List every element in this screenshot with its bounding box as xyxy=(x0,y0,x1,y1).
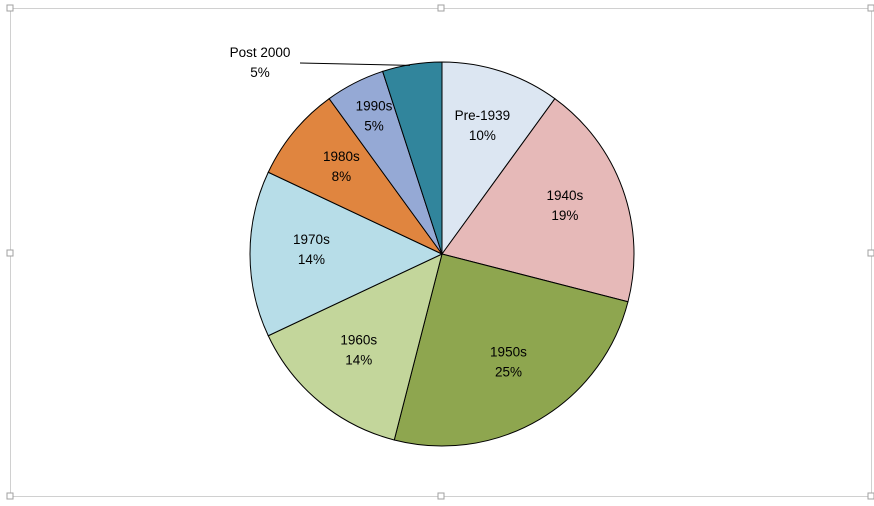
data-label-category: Pre-1939 xyxy=(455,108,511,123)
data-label-value: 19% xyxy=(551,208,578,223)
data-label: Pre-1939 10% xyxy=(455,108,511,143)
data-label: 1950s 25% xyxy=(490,344,527,379)
data-label-category: 1970s xyxy=(293,232,330,247)
data-label-category: 1950s xyxy=(490,344,527,359)
data-label-value: 8% xyxy=(332,169,352,184)
data-label-category: Post 2000 xyxy=(230,45,291,60)
pie-slice xyxy=(382,61,443,255)
pie-slice xyxy=(393,253,629,447)
selection-handles xyxy=(6,4,874,500)
leader-line xyxy=(299,62,410,66)
data-label-value: 14% xyxy=(345,353,372,368)
data-label-value: 10% xyxy=(469,128,496,143)
data-label-value: 5% xyxy=(364,119,384,134)
data-label-category: 1990s xyxy=(356,99,393,114)
data-label-category: 1980s xyxy=(323,149,360,164)
data-label-category: 1940s xyxy=(546,188,583,203)
data-label-category: 1960s xyxy=(340,333,377,348)
data-label: 1980s 8% xyxy=(323,149,360,184)
data-label: 1970s 14% xyxy=(293,232,330,267)
pie-slice xyxy=(267,253,443,441)
data-label-value: 5% xyxy=(250,65,270,80)
pie-slice xyxy=(441,97,635,303)
data-label: 1990s 5% xyxy=(356,99,393,134)
data-label: Post 2000 5% xyxy=(230,45,291,80)
pie-slice xyxy=(267,97,443,255)
pie-slice xyxy=(441,61,556,256)
pie-slice xyxy=(249,171,444,337)
data-label: 1960s 14% xyxy=(340,333,377,368)
data-label-value: 25% xyxy=(495,364,522,379)
data-label-value: 14% xyxy=(298,252,325,267)
data-label: 1940s 19% xyxy=(546,188,583,223)
